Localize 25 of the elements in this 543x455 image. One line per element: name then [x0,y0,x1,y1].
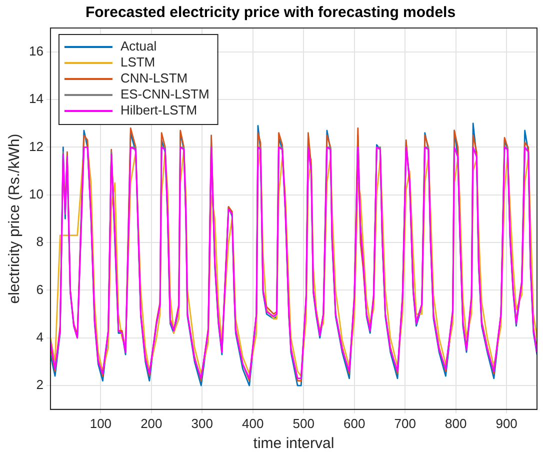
y-tick-label: 16 [28,43,44,58]
y-tick-label: 8 [36,234,44,250]
x-tick-label: 500 [292,416,314,431]
legend-label: LSTM [120,54,156,70]
y-tick-label: 14 [28,91,44,106]
x-tick-label: 200 [140,416,162,431]
chart-title: Forecasted electricity price with forecasting models [85,4,456,22]
legend-label: CNN-LSTM [120,70,188,86]
y-tick-label: 2 [36,377,44,392]
x-tick-label: 100 [90,416,112,431]
x-tick-label: 600 [344,416,366,431]
legend-label: Actual [120,38,157,54]
x-tick-label: 800 [444,416,467,431]
x-tick-label: 700 [394,416,416,431]
legend-label: ES-CNN-LSTM [120,86,210,102]
legend-label: Hilbert-LSTM [120,102,198,118]
x-axis-title: time interval [253,435,334,452]
y-tick-label: 6 [36,282,44,297]
y-axis-title: electricity price (Rs./kWh) [6,134,24,304]
y-tick-label: 4 [36,329,44,344]
x-tick-label: 300 [191,416,214,431]
x-tick-label: 400 [242,416,264,431]
x-tick-label: 900 [496,416,518,431]
y-tick-label: 12 [28,138,44,154]
y-tick-label: 10 [28,186,44,202]
